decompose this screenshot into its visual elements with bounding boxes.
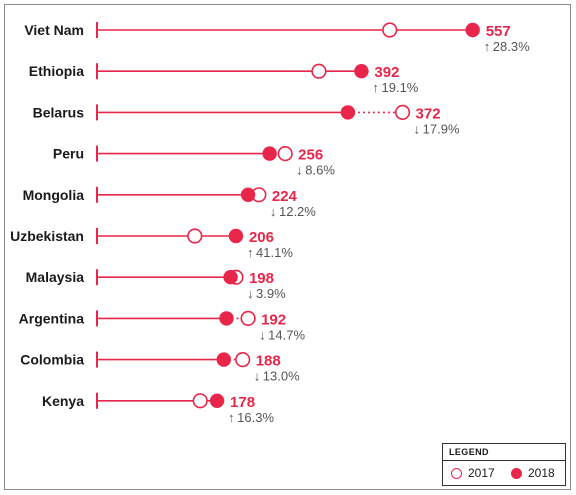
change-label: ↑ 19.1% xyxy=(372,80,418,95)
change-label: ↑ 28.3% xyxy=(484,39,530,54)
change-label: ↓ 13.0% xyxy=(254,369,300,384)
legend: LEGEND 2017 2018 xyxy=(442,443,566,486)
category-label: Belarus xyxy=(33,104,85,120)
value-label: 256 xyxy=(298,147,323,164)
category-label: Malaysia xyxy=(26,269,85,285)
value-label: 188 xyxy=(256,353,281,370)
change-label: ↓ 3.9% xyxy=(247,286,286,301)
value-label: 192 xyxy=(261,311,286,328)
point-2018 xyxy=(340,105,356,120)
legend-divider xyxy=(443,460,565,461)
change-label: ↑ 16.3% xyxy=(228,410,274,425)
category-label: Colombia xyxy=(20,352,84,368)
legend-label-2017: 2017 xyxy=(468,466,495,480)
value-label: 178 xyxy=(230,394,255,411)
change-label: ↓ 17.9% xyxy=(414,121,460,136)
point-2018 xyxy=(262,146,277,161)
point-2017 xyxy=(394,104,411,120)
legend-title: LEGEND xyxy=(449,447,489,457)
legend-item-2018: 2018 xyxy=(511,466,555,480)
legend-item-2017: 2017 xyxy=(451,466,495,480)
point-2017 xyxy=(192,393,208,409)
category-label: Peru xyxy=(53,146,84,162)
point-2017 xyxy=(277,146,293,162)
value-label: 198 xyxy=(249,270,274,287)
value-label: 372 xyxy=(416,105,441,122)
point-2017 xyxy=(187,228,203,244)
category-label: Argentina xyxy=(19,310,85,326)
point-2018 xyxy=(209,393,225,408)
value-label: 392 xyxy=(374,64,399,81)
category-label: Uzbekistan xyxy=(10,228,84,244)
value-label: 224 xyxy=(272,188,298,205)
change-label: ↓ 12.2% xyxy=(270,204,316,219)
point-2017 xyxy=(311,63,327,79)
point-2018 xyxy=(465,22,480,38)
point-2018 xyxy=(223,270,238,285)
category-label: Mongolia xyxy=(23,187,85,203)
value-label: 557 xyxy=(486,23,511,40)
change-label: ↓ 14.7% xyxy=(259,327,305,342)
change-label: ↑ 41.1% xyxy=(247,245,293,260)
change-label: ↓ 8.6% xyxy=(296,163,335,178)
open-circle-icon xyxy=(451,467,462,479)
legend-label-2018: 2018 xyxy=(528,466,555,480)
point-2017 xyxy=(240,310,256,327)
category-label: Viet Nam xyxy=(24,22,84,38)
value-label: 206 xyxy=(249,229,274,246)
point-2018 xyxy=(216,352,232,367)
point-2017 xyxy=(382,22,398,38)
point-2017 xyxy=(235,352,251,368)
filled-circle-icon xyxy=(511,467,522,479)
point-2018 xyxy=(219,311,234,326)
chart-frame xyxy=(4,4,571,490)
category-label: Kenya xyxy=(42,393,84,409)
point-2018 xyxy=(354,63,369,79)
point-2018 xyxy=(240,187,256,202)
category-label: Ethiopia xyxy=(29,63,84,79)
point-2018 xyxy=(228,228,244,244)
